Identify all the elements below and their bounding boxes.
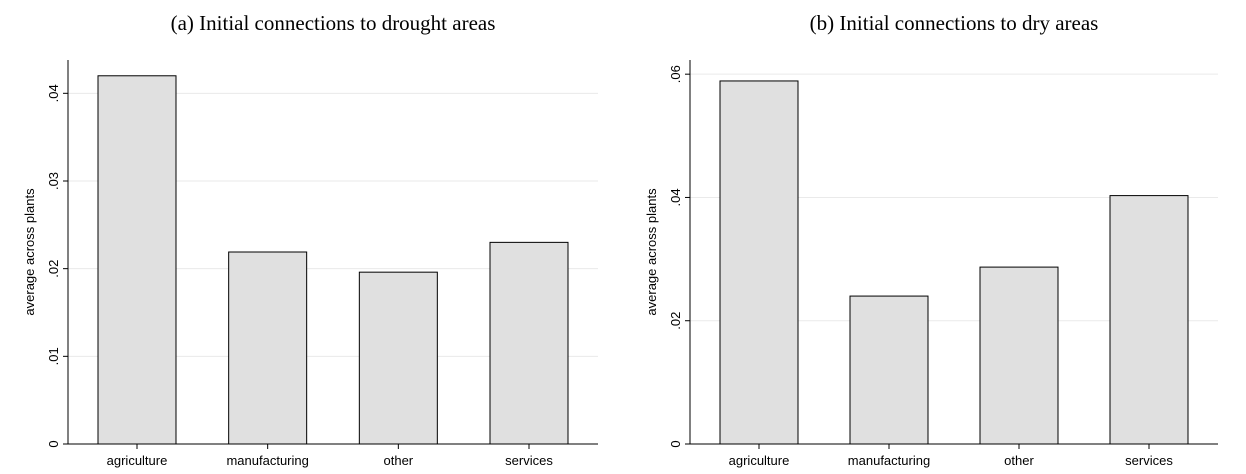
x-tick-label: agriculture [107, 453, 168, 468]
bar [719, 80, 799, 445]
y-tick-label: .02 [668, 312, 683, 330]
y-tick-label: 0 [46, 440, 61, 447]
y-tick-label: .01 [46, 347, 61, 365]
bar [979, 266, 1059, 445]
x-tick-label: other [1004, 453, 1034, 468]
bar [97, 75, 177, 445]
x-tick-label: other [384, 453, 414, 468]
y-tick-label: .03 [46, 172, 61, 190]
bar [1109, 195, 1189, 445]
x-tick-label: manufacturing [226, 453, 308, 468]
x-tick-label: agriculture [729, 453, 790, 468]
y-tick-label: .06 [668, 65, 683, 83]
x-tick-label: manufacturing [848, 453, 930, 468]
x-tick-label: services [1125, 453, 1173, 468]
x-tick-label: services [505, 453, 553, 468]
bar [849, 295, 929, 445]
chart-title: (b) Initial connections to dry areas [810, 11, 1099, 35]
y-axis-label: average across plants [22, 188, 37, 316]
bar [489, 241, 569, 445]
y-tick-label: 0 [668, 440, 683, 447]
bar [358, 271, 438, 445]
y-axis-label: average across plants [644, 188, 659, 316]
chart-title: (a) Initial connections to drought areas [171, 11, 496, 35]
y-tick-label: .04 [668, 188, 683, 206]
y-tick-label: .02 [46, 260, 61, 278]
y-tick-label: .04 [46, 84, 61, 102]
bar [228, 251, 308, 445]
